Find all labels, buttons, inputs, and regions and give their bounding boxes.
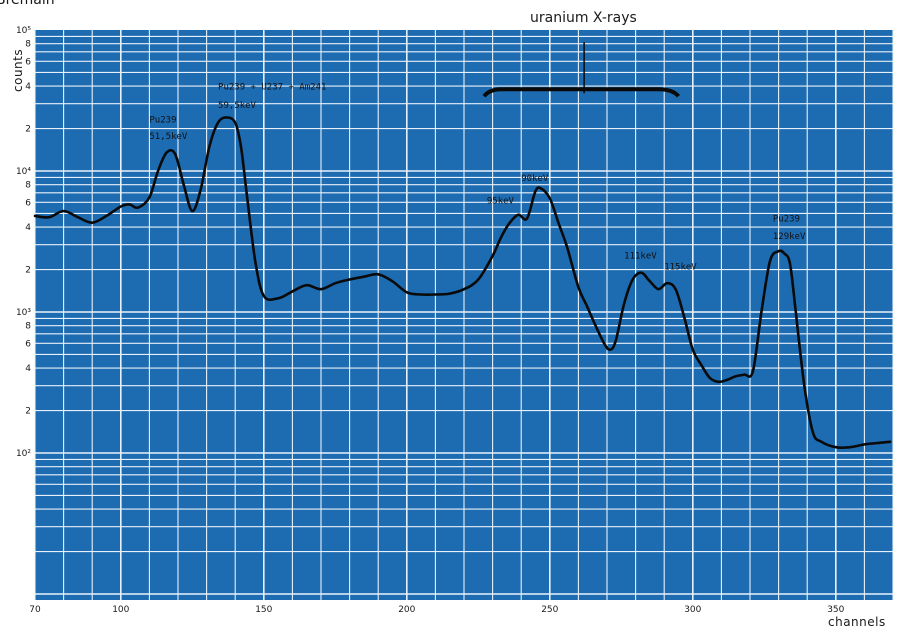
x-tick-label: 150 <box>255 605 272 615</box>
y-tick-label: 8 <box>25 181 31 191</box>
x-axis-title: channels <box>828 615 886 629</box>
x-tick-label: 100 <box>112 605 129 615</box>
peak-annotation: 59,5keV <box>218 101 257 111</box>
x-tick-label: 300 <box>684 605 701 615</box>
y-tick-label: 2 <box>25 407 31 417</box>
y-tick-label: 10² <box>16 449 31 459</box>
y-tick-label: 6 <box>25 198 31 208</box>
corner-text: Bremain <box>0 0 55 8</box>
peak-annotation: Pu239 <box>149 116 176 126</box>
peak-annotation: 90keV <box>521 174 549 184</box>
x-tick-label: 350 <box>827 605 844 615</box>
series <box>33 116 892 450</box>
annotations: Pu239 51,5keV Pu239 + U237 + Am241 59,5keV 9… <box>149 82 806 272</box>
peak-annotation: 51,5keV <box>149 132 188 142</box>
peak-annotation: Pu239 + U237 + Am241 <box>218 82 326 92</box>
grid <box>34 30 894 600</box>
y-tick-label: 2 <box>25 125 31 135</box>
bracket-bar <box>482 87 681 98</box>
chart-title: uranium X-rays <box>530 10 637 26</box>
y-tick-label: 6 <box>25 57 31 67</box>
y-tick-label: 8 <box>25 40 31 50</box>
x-axis: 70 100 150 200 250 300 350 <box>29 605 844 615</box>
peak-annotation: 129keV <box>773 232 806 242</box>
peak-annotation: Pu239 <box>773 214 800 224</box>
y-tick-label: 2 <box>25 266 31 276</box>
x-tick-label: 250 <box>541 605 558 615</box>
y-tick-label: 6 <box>25 339 31 349</box>
peak-annotation: 115keV <box>664 263 697 273</box>
y-tick-label: 4 <box>25 223 31 233</box>
y-axis-title: counts <box>11 49 25 92</box>
y-tick-label: 10⁴ <box>16 167 31 177</box>
x-tick-label: 200 <box>398 605 415 615</box>
peak-annotation: 111keV <box>624 251 657 261</box>
y-tick-label: 8 <box>25 322 31 332</box>
y-tick-label: 4 <box>25 364 31 374</box>
peak-annotation: 95keV <box>487 196 515 206</box>
uranium-xray-bracket <box>482 42 681 98</box>
y-axis: 10⁵ 10⁴ 10³ 10² 8 6 4 2 8 6 4 2 8 6 4 2 <box>16 26 31 459</box>
y-tick-label: 4 <box>25 82 31 92</box>
y-tick-label: 10⁵ <box>16 26 31 36</box>
y-tick-label: 10³ <box>16 308 31 318</box>
x-tick-label: 70 <box>29 605 41 615</box>
spectrum-line <box>33 116 892 450</box>
